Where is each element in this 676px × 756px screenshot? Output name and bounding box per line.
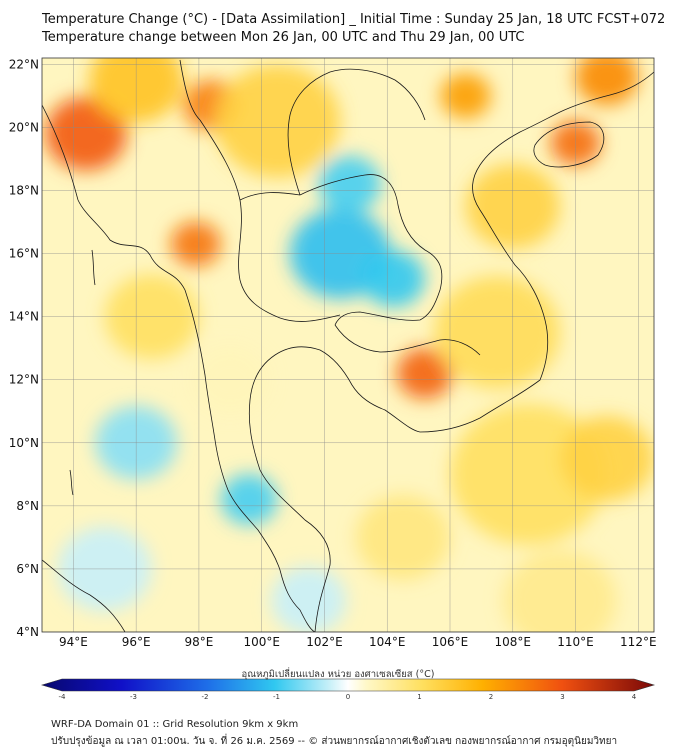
field-anomaly-0 — [45, 96, 127, 171]
colorbar-tick-label: 4 — [632, 693, 637, 701]
latitude-label: 6°N — [16, 562, 39, 576]
field-anomaly-9 — [318, 155, 381, 213]
coastlines-and-borders — [42, 59, 654, 632]
latitude-label: 10°N — [9, 436, 39, 450]
longitude-label: 96°E — [122, 635, 151, 649]
longitude-label: 100°E — [243, 635, 280, 649]
colorbar-tick-label: 0 — [346, 693, 350, 701]
footer-line-1: WRF-DA Domain 01 :: Grid Resolution 9km … — [51, 719, 299, 730]
colorbar-ticks: -4 -3 -2 -1 0 1 2 3 4 — [59, 693, 637, 701]
longitude-label: 102°E — [306, 635, 343, 649]
longitude-label: 112°E — [620, 635, 657, 649]
title-line-2: Temperature change between Mon 26 Jan, 0… — [42, 30, 525, 45]
colorbar-tick-label: -3 — [130, 693, 137, 701]
colorbar-tick-label: -2 — [202, 693, 209, 701]
latitude-label: 20°N — [9, 120, 39, 134]
latitude-label: 14°N — [9, 310, 39, 324]
field-anomaly-2 — [170, 221, 221, 267]
field-anomaly-16 — [559, 416, 654, 501]
longitude-label: 104°E — [369, 635, 406, 649]
colorbar-tick-label: 2 — [489, 693, 493, 701]
field-anomaly-6 — [440, 73, 491, 119]
latitude-label: 8°N — [16, 499, 39, 513]
field-anomaly-21 — [503, 549, 617, 632]
longitude-label: 110°E — [557, 635, 594, 649]
longitude-label: 98°E — [184, 635, 213, 649]
longitude-labels: 94°E 96°E 98°E 100°E 102°E 104°E 106°E 108°E 110… — [59, 635, 657, 649]
field-anomaly-13 — [271, 566, 347, 632]
longitude-label: 106°E — [432, 635, 469, 649]
colorbar: -4 -3 -2 -1 0 1 2 3 4 — [40, 678, 656, 701]
latitude-label: 22°N — [9, 57, 39, 71]
colorbar-tick-label: -1 — [273, 693, 280, 701]
longitude-label: 108°E — [495, 635, 532, 649]
map-frame — [41, 57, 655, 633]
field-anomaly-8 — [362, 250, 425, 308]
latitude-label: 12°N — [9, 373, 39, 387]
field-anomaly-20 — [355, 495, 450, 580]
field-anomaly-5 — [575, 58, 639, 106]
colorbar-tick-label: 1 — [417, 693, 421, 701]
graticule — [42, 58, 654, 632]
field-anomaly-3 — [396, 347, 454, 399]
colorbar-ramp — [40, 678, 656, 692]
field-anomaly-10 — [220, 474, 278, 525]
latitude-label: 4°N — [16, 625, 39, 639]
title-line-1: Temperature Change (°C) - [Data Assimila… — [42, 12, 666, 27]
colorbar-tick-label: -4 — [59, 693, 67, 701]
longitude-label: 94°E — [59, 635, 88, 649]
colorbar-title: อุณหภูมิเปลี่ยนแปลง หน่วย องศาเซลเซียส (… — [241, 669, 435, 680]
latitude-label: 18°N — [9, 183, 39, 197]
field-anomaly-17 — [214, 64, 341, 178]
colorbar-tick-label: 3 — [560, 693, 564, 701]
latitude-labels: 22°N 20°N 18°N 16°N 14°N 12°N 10°N 8°N 6°N 4°N — [9, 57, 39, 639]
footer-line-2: ปรับปรุงข้อมูล ณ เวลา 01:00น. วัน จ. ที่… — [51, 736, 618, 747]
latitude-label: 16°N — [9, 247, 39, 261]
field-anomaly-14 — [434, 275, 560, 389]
